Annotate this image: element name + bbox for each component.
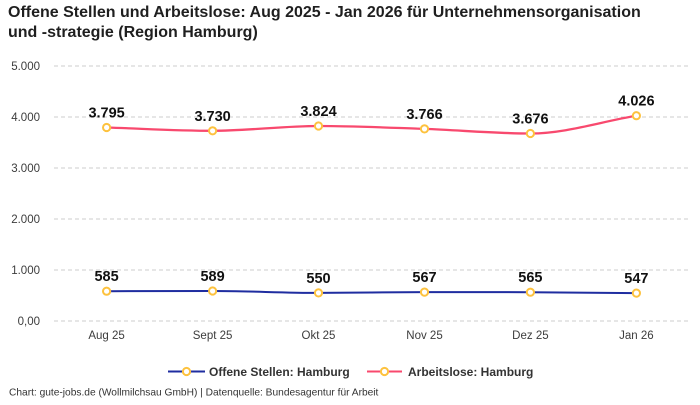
svg-text:2.000: 2.000 (11, 214, 40, 226)
svg-text:Okt 25: Okt 25 (302, 330, 336, 342)
svg-text:Chart: gute-jobs.de (Wollmilch: Chart: gute-jobs.de (Wollmilchsau GmbH) … (9, 388, 379, 399)
svg-text:550: 550 (306, 271, 330, 287)
svg-text:3.766: 3.766 (406, 107, 442, 123)
svg-text:4.000: 4.000 (11, 112, 40, 124)
svg-text:Aug 25: Aug 25 (88, 330, 124, 342)
svg-text:Nov 25: Nov 25 (406, 330, 442, 342)
svg-text:3.795: 3.795 (88, 106, 124, 122)
svg-text:565: 565 (518, 270, 542, 286)
svg-text:3.824: 3.824 (300, 104, 336, 120)
svg-text:Dez 25: Dez 25 (512, 330, 548, 342)
svg-text:0,00: 0,00 (18, 316, 40, 328)
svg-text:4.026: 4.026 (618, 94, 654, 110)
svg-text:3.730: 3.730 (194, 109, 230, 125)
svg-text:547: 547 (624, 271, 648, 287)
svg-text:und -strategie (Region Hamburg: und -strategie (Region Hamburg) (8, 24, 258, 41)
svg-text:Offene Stellen und Arbeitslose: Offene Stellen und Arbeitslose: Aug 2025… (8, 4, 641, 21)
svg-text:589: 589 (200, 269, 224, 285)
svg-text:3.000: 3.000 (11, 163, 40, 175)
svg-text:567: 567 (412, 270, 436, 286)
svg-text:Jan 26: Jan 26 (619, 330, 654, 342)
svg-text:585: 585 (94, 269, 118, 285)
svg-text:3.676: 3.676 (512, 112, 548, 128)
svg-text:5.000: 5.000 (11, 61, 40, 73)
svg-text:Arbeitslose: Hamburg: Arbeitslose: Hamburg (408, 365, 533, 379)
svg-text:1.000: 1.000 (11, 265, 40, 277)
svg-text:Offene Stellen: Hamburg: Offene Stellen: Hamburg (209, 365, 350, 379)
svg-text:Sept 25: Sept 25 (193, 330, 233, 342)
